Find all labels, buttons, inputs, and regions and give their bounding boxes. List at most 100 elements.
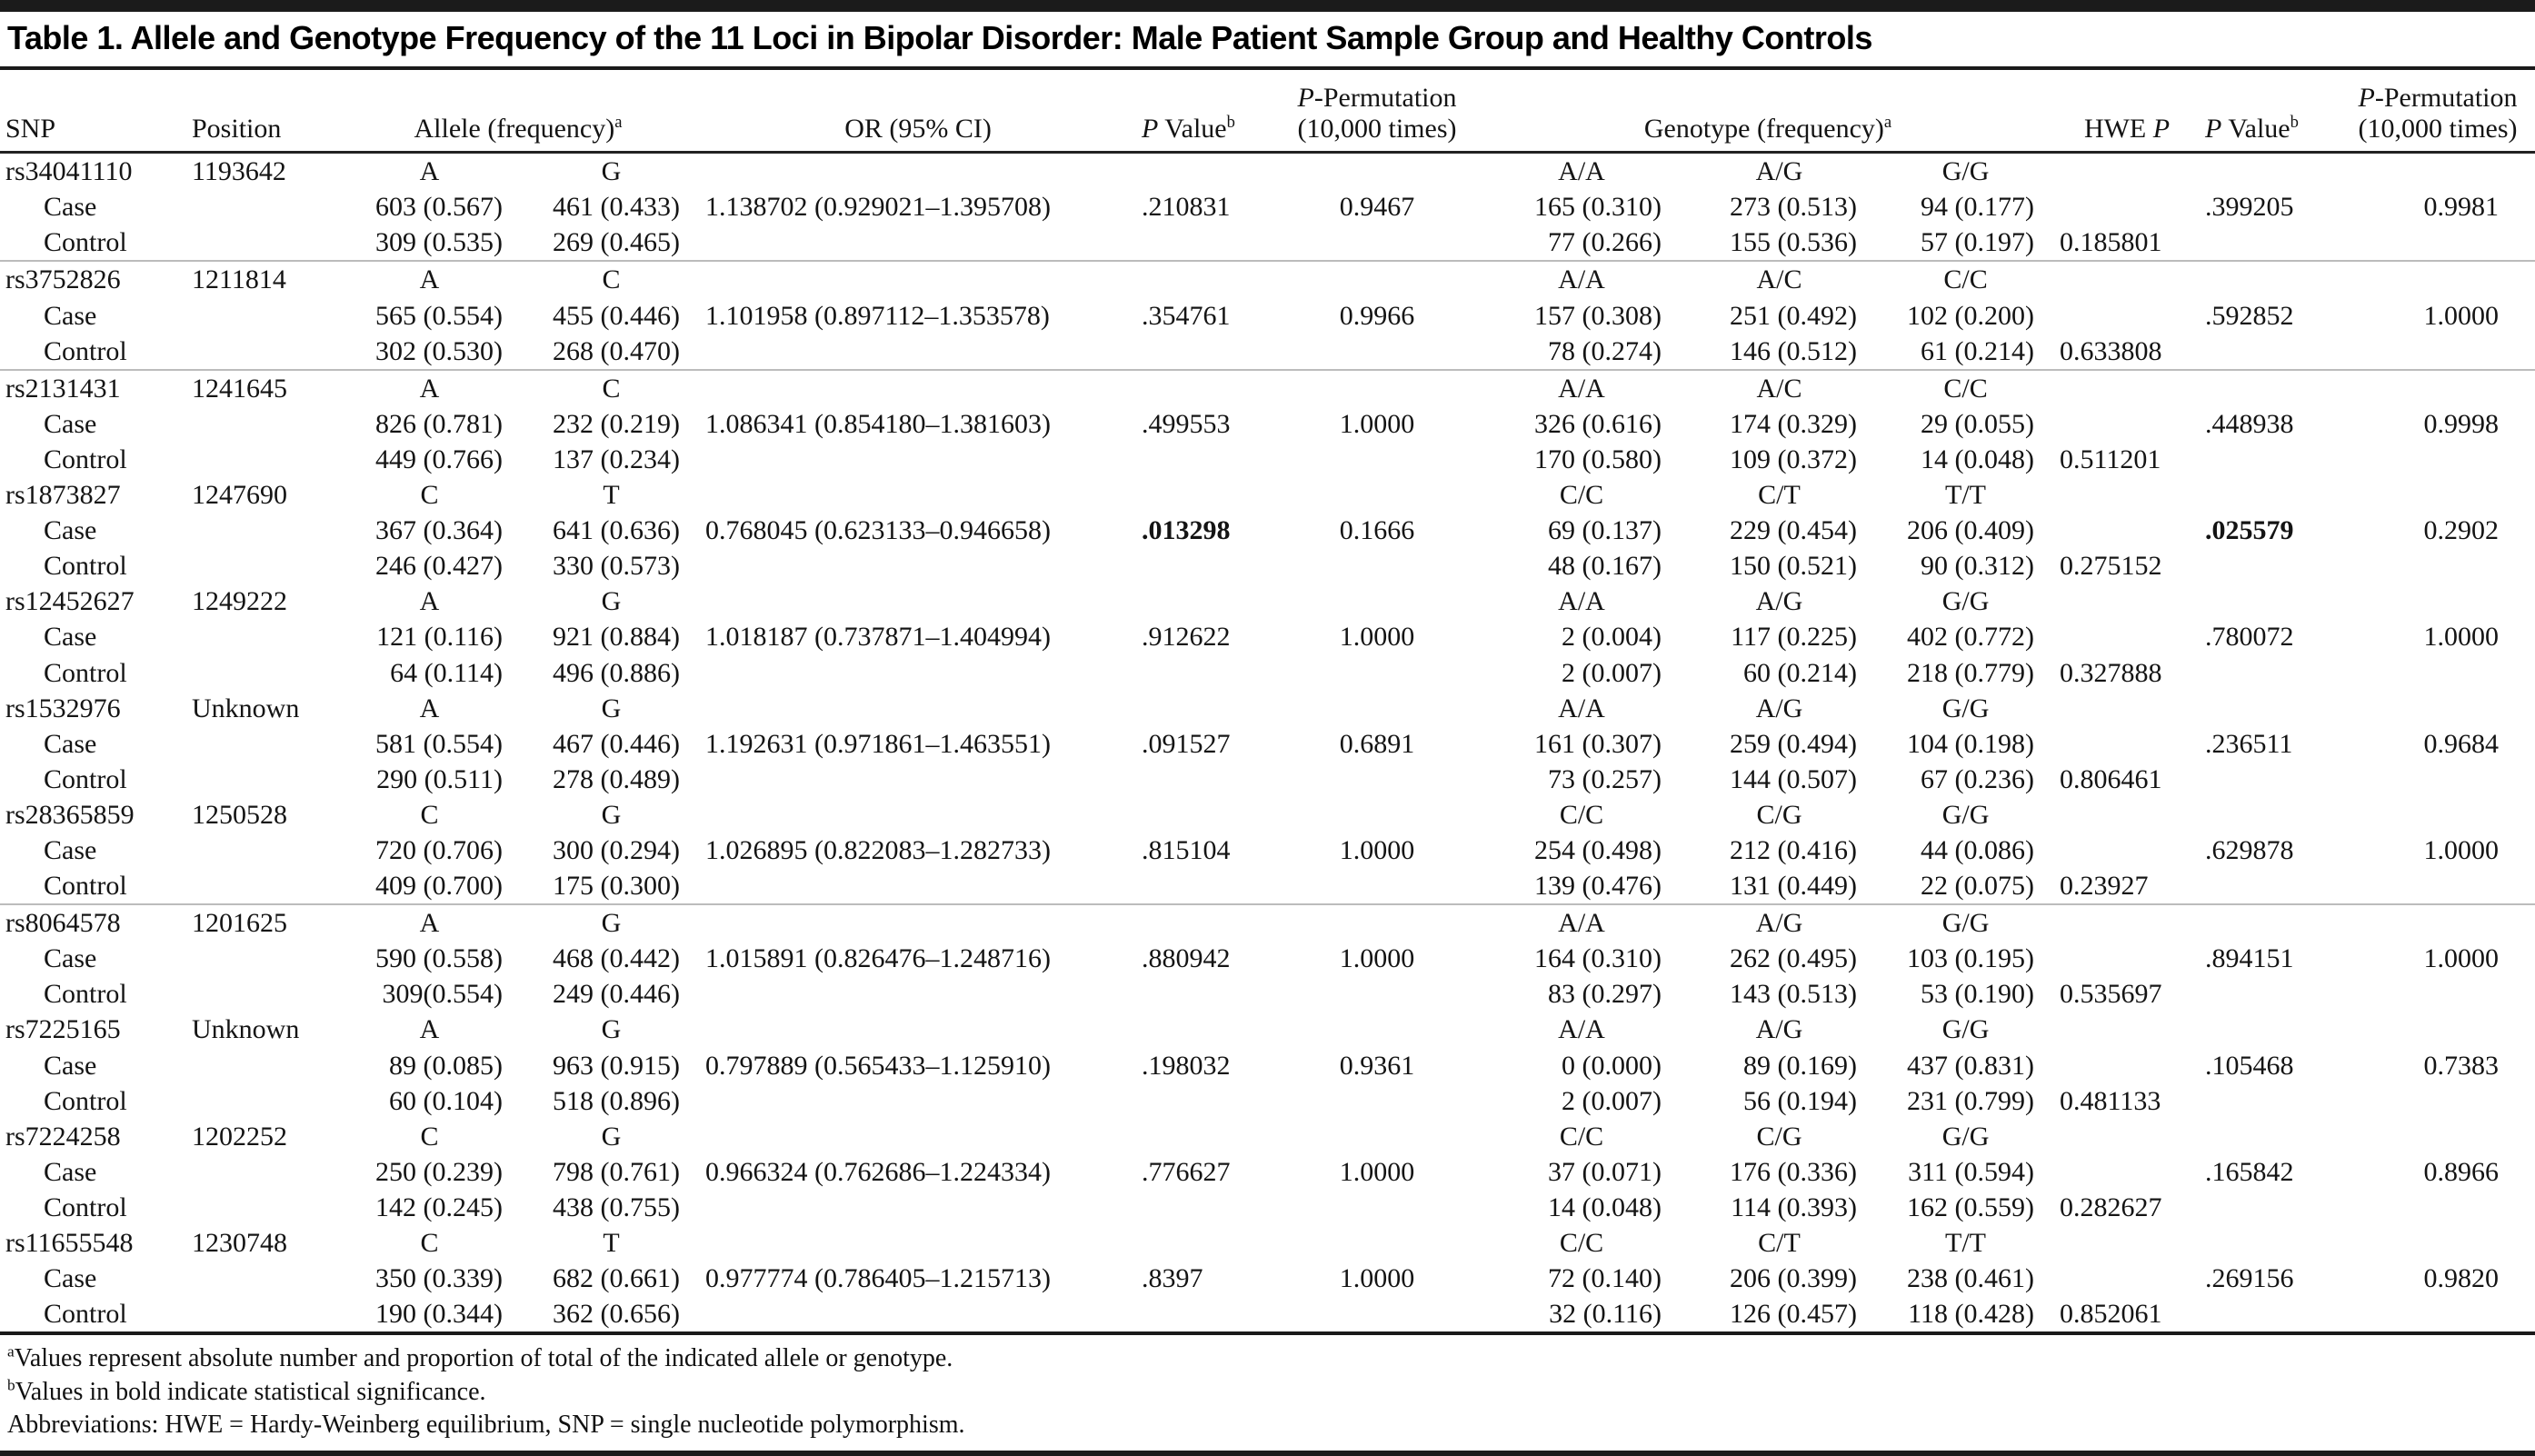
position-cell: 1241645 <box>192 373 287 404</box>
snp-id-cell: rs2131431 <box>5 373 121 404</box>
empty-cell <box>2200 904 2340 941</box>
footnote-b: bValues in bold indicate statistical sig… <box>7 1376 486 1406</box>
position-cell: 1193642 <box>192 156 286 187</box>
empty-cell <box>2340 261 2535 297</box>
genotype-3-label: G/G <box>1941 586 1990 617</box>
control-genotype-2-count: 114 (0.393) <box>1731 1192 1858 1222</box>
snp-id-cell: rs11655548 <box>5 1228 134 1258</box>
empty-cell <box>2054 477 2200 513</box>
empty-cell <box>2340 797 2535 833</box>
case-or-ci: 1.101958 (0.897112–1.353578) <box>705 300 1050 331</box>
case-genotype-permutation: 0.7383 <box>2423 1050 2500 1081</box>
empty-cell <box>1272 224 1482 263</box>
case-genotype-3-count: 103 (0.195) <box>1907 943 2035 974</box>
case-row: Case 565 (0.554) 455 (0.446) 1.101958 (0… <box>0 298 2535 334</box>
empty-cell <box>1272 442 1482 477</box>
empty-cell <box>2340 1119 2535 1154</box>
case-genotype-p-value: .236511 <box>2205 728 2293 759</box>
control-genotype-1-count: 32 (0.116) <box>1549 1299 1662 1330</box>
empty-cell <box>2200 1083 2340 1119</box>
position-cell: 1249222 <box>192 586 287 617</box>
control-hwe-p: 0.633808 <box>2054 333 2201 371</box>
empty-cell <box>700 904 1136 941</box>
empty-cell <box>186 1261 336 1296</box>
empty-cell <box>1136 691 1272 726</box>
control-genotype-1-count: 2 (0.007) <box>1562 657 1662 688</box>
genotype-1-label: C/C <box>1559 1121 1604 1152</box>
case-genotype-1-count: 157 (0.308) <box>1534 300 1662 331</box>
case-genotype-p-value: .105468 <box>2205 1050 2294 1081</box>
genotype-2-label: C/G <box>1756 799 1802 830</box>
control-genotype-1-count: 77 (0.266) <box>1482 224 1682 263</box>
allele-1-label: A <box>419 373 440 404</box>
empty-cell <box>2200 477 2340 513</box>
snp-header-row: rs34041110 1193642 A G A/A A/G G/G <box>0 153 2535 190</box>
control-label: Control <box>0 333 186 371</box>
control-row: Control 409 (0.700) 175 (0.300) 139 (0.4… <box>0 868 2535 906</box>
control-allele-1-count: 302 (0.530) <box>336 333 523 371</box>
case-genotype-permutation: 0.8966 <box>2423 1156 2500 1187</box>
table-header: SNP Position Allele (frequency)a OR (95%… <box>0 70 2535 155</box>
empty-cell <box>2340 370 2535 406</box>
col-header-or-ci: OR (95% CI) <box>700 70 1137 155</box>
allele-1-label: A <box>419 908 440 939</box>
empty-cell <box>1136 1296 1272 1333</box>
case-or-ci: 1.138702 (0.929021–1.395708) <box>705 192 1051 223</box>
empty-cell <box>700 1225 1136 1261</box>
empty-cell <box>2200 333 2341 371</box>
case-genotype-3-count: 437 (0.831) <box>1907 1050 2035 1081</box>
control-genotype-3-count: 118 (0.428) <box>1908 1299 2035 1330</box>
empty-cell <box>1136 442 1272 477</box>
empty-cell <box>186 1083 336 1119</box>
case-permutation: 0.9966 <box>1339 300 1415 331</box>
control-allele-2-count: 175 (0.300) <box>523 868 701 906</box>
empty-cell <box>2200 976 2340 1012</box>
empty-cell <box>2340 477 2535 513</box>
empty-cell <box>2054 513 2200 548</box>
control-genotype-2-count: 109 (0.372) <box>1730 444 1858 474</box>
control-allele-1-count: 142 (0.245) <box>375 1192 503 1222</box>
control-genotype-3-count: 22 (0.075) <box>1877 868 2055 906</box>
case-permutation: 1.0000 <box>1339 834 1415 865</box>
control-row: Control 309 (0.535) 269 (0.465) 77 (0.26… <box>0 224 2535 263</box>
case-row: Case 121 (0.116) 921 (0.884) 1.018187 (0… <box>0 619 2535 654</box>
snp-header-row: rs2131431 1241645 A C A/A A/C C/C <box>0 370 2535 406</box>
genotype-1-label: A/A <box>1558 693 1605 723</box>
control-label: Control <box>0 868 186 906</box>
case-p-value: .880942 <box>1142 943 1231 974</box>
case-permutation: 0.6891 <box>1339 728 1415 759</box>
case-allele-2-count: 232 (0.219) <box>553 408 681 439</box>
case-genotype-1-count: 165 (0.310) <box>1534 192 1662 223</box>
case-p-value: .815104 <box>1142 834 1231 865</box>
empty-cell <box>2340 333 2535 371</box>
position-cell: 1230748 <box>192 1228 287 1258</box>
control-genotype-2-count: 126 (0.457) <box>1730 1299 1858 1330</box>
control-genotype-1-count: 139 (0.476) <box>1482 868 1682 906</box>
control-genotype-3-count: 218 (0.779) <box>1907 657 2035 688</box>
genotype-3-label: G/G <box>1941 908 1990 939</box>
control-label: Control <box>44 1192 127 1222</box>
empty-cell <box>186 442 336 477</box>
case-allele-1-count: 603 (0.567) <box>375 192 503 223</box>
snp-header-row: rs3752826 1211814 A C A/A A/C C/C <box>0 261 2535 297</box>
control-genotype-3-count: 231 (0.799) <box>1907 1085 2035 1116</box>
genotype-3-label: G/G <box>1941 693 1990 723</box>
case-permutation: 1.0000 <box>1339 1263 1415 1294</box>
genotype-2-label: A/G <box>1755 586 1803 617</box>
position-cell: Unknown <box>192 693 300 723</box>
empty-cell <box>2200 762 2340 797</box>
empty-cell <box>700 548 1136 583</box>
empty-cell <box>2340 153 2535 190</box>
empty-cell <box>186 868 336 906</box>
case-or-ci: 1.086341 (0.854180–1.381603) <box>705 408 1051 439</box>
empty-cell <box>2340 762 2535 797</box>
empty-cell <box>2200 1190 2340 1225</box>
case-allele-2-count: 963 (0.915) <box>553 1050 681 1081</box>
control-allele-1-count: 409 (0.700) <box>336 868 523 906</box>
control-genotype-2-count: 131 (0.449) <box>1682 868 1878 906</box>
genotype-1-label: C/C <box>1559 1228 1604 1258</box>
case-row: Case 720 (0.706) 300 (0.294) 1.026895 (0… <box>0 833 2535 868</box>
control-genotype-3-count: 162 (0.559) <box>1907 1192 2035 1222</box>
empty-cell <box>700 1119 1136 1154</box>
case-row: Case 367 (0.364) 641 (0.636) 0.768045 (0… <box>0 513 2535 548</box>
